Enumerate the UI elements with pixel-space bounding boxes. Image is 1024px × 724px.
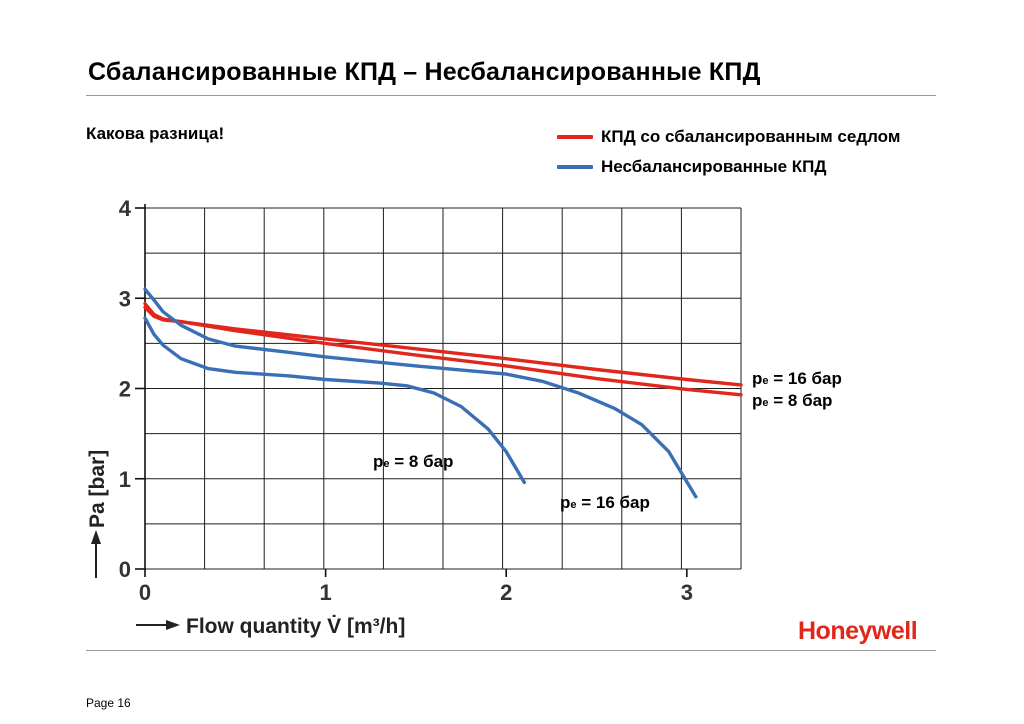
curve-labels: pe = 16 бар pe = 8 бар pe = 8 бар pe = 1… [373, 369, 842, 512]
x-tick-label: 3 [681, 580, 693, 605]
label-balanced-16-rest: = 16 бар [769, 369, 842, 388]
y-axis-label: Pa [bar] [86, 450, 109, 528]
footer-divider [86, 650, 936, 651]
chart-legend: КПД со сбалансированным седлом Несбаланс… [557, 122, 900, 182]
label-unbalanced-16-p: p [560, 493, 570, 512]
honeywell-logo: Honeywell [798, 617, 918, 645]
y-tick-label: 3 [119, 286, 131, 311]
series-line-unbalanced-2 [143, 316, 526, 485]
y-axis-arrow-head [91, 530, 101, 544]
label-balanced-16-sub: e [762, 375, 768, 387]
chart-curves [143, 287, 743, 499]
page-number: Page 16 [86, 696, 131, 710]
label-unbalanced-8: pe = 8 бар [373, 452, 453, 471]
label-unbalanced-8-rest: = 8 бар [390, 452, 454, 471]
y-tick-label: 4 [119, 196, 132, 221]
chart-ticks: 0 1 2 3 4 0 1 2 3 [119, 196, 693, 605]
y-tick-label: 2 [119, 377, 131, 402]
y-tick-label: 0 [119, 557, 131, 582]
page-title: Сбалансированные КПД – Несбалансированны… [88, 58, 761, 86]
series-line-unbalanced-3 [143, 287, 698, 499]
label-unbalanced-16-rest: = 16 бар [577, 493, 650, 512]
label-balanced-8-p: p [752, 391, 762, 410]
x-tick-label: 2 [500, 580, 512, 605]
series-line-balanced-1 [143, 302, 743, 397]
x-axis-title: Flow quantity V̇ [m³/h] [136, 614, 405, 638]
label-balanced-8-rest: = 8 бар [769, 391, 833, 410]
label-balanced-8: pe = 8 бар [752, 391, 832, 410]
legend-item-unbalanced: Несбалансированные КПД [557, 152, 900, 182]
legend-label-balanced: КПД со сбалансированным седлом [601, 127, 901, 146]
y-tick-label: 1 [119, 467, 131, 492]
label-balanced-16: pe = 16 бар [752, 369, 842, 388]
label-balanced-16-p: p [752, 369, 762, 388]
x-tick-label: 0 [139, 580, 151, 605]
chart-grid [144, 204, 742, 570]
subtitle: Какова разница! [86, 124, 225, 143]
label-unbalanced-16: pe = 16 бар [560, 493, 650, 512]
x-axis-arrow-head [166, 620, 180, 630]
label-unbalanced-16-sub: e [570, 499, 576, 511]
legend-swatch-unbalanced [557, 165, 593, 169]
y-axis-title: Pa [bar] [86, 450, 109, 578]
label-balanced-8-sub: e [762, 397, 768, 409]
x-axis-label: Flow quantity V̇ [m³/h] [186, 614, 405, 638]
label-unbalanced-8-p: p [373, 452, 383, 471]
legend-label-unbalanced: Несбалансированные КПД [601, 157, 827, 176]
title-divider [86, 95, 936, 96]
x-tick-label: 1 [319, 580, 331, 605]
legend-item-balanced: КПД со сбалансированным седлом [557, 122, 900, 152]
legend-swatch-balanced [557, 135, 593, 139]
label-unbalanced-8-sub: e [383, 458, 389, 470]
